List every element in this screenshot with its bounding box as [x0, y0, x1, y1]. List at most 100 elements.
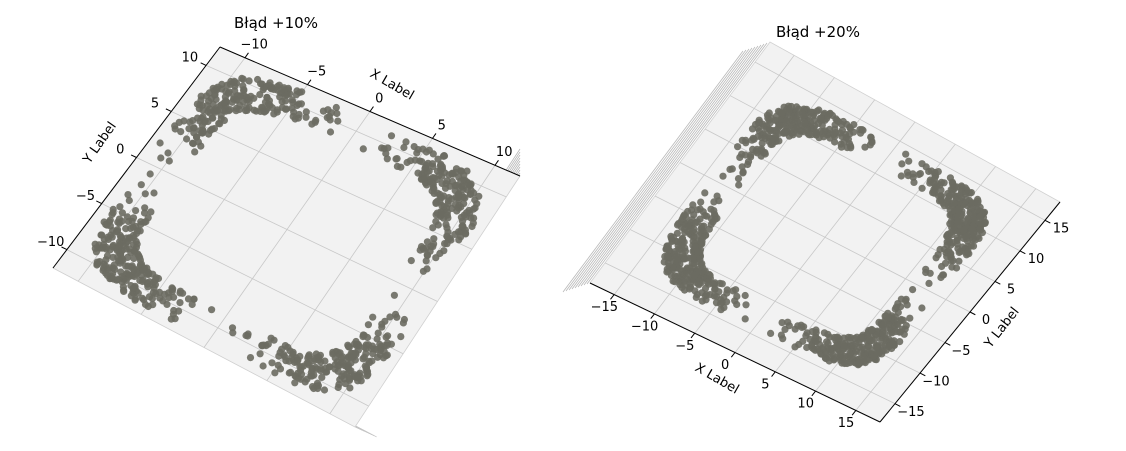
scatter-point: [768, 140, 777, 148]
scatter-point: [798, 110, 806, 118]
scatter-point: [303, 359, 311, 367]
scatter-point: [268, 104, 276, 112]
scatter-point: [963, 237, 972, 245]
scatter-point: [466, 181, 474, 189]
scatter-point: [177, 128, 185, 136]
scatter-point: [744, 160, 752, 169]
scatter-point: [141, 204, 149, 212]
scatter-point: [916, 170, 925, 178]
y-tick-label: 0: [116, 143, 124, 158]
scatter-point: [930, 179, 938, 187]
scatter-point: [422, 161, 430, 169]
scatter-point: [698, 226, 707, 234]
scatter-point: [898, 160, 906, 168]
scatter-point: [359, 331, 367, 339]
y-tick-mark: [200, 62, 207, 66]
scatter-point: [316, 351, 324, 359]
scatter-point: [897, 317, 905, 325]
scatter-point: [701, 284, 710, 292]
scatter-point: [696, 215, 704, 223]
x-tick-mark: [432, 133, 437, 139]
scatter-point: [150, 189, 158, 197]
scatter-point: [137, 260, 146, 268]
scatter-point: [461, 226, 469, 234]
scatter-point: [149, 301, 157, 309]
y-tick-label: −10: [37, 235, 64, 250]
scatter-point: [860, 357, 869, 365]
scatter-point: [362, 364, 371, 372]
scatter-point: [295, 110, 303, 119]
scatter-point: [209, 114, 217, 122]
scatter-point: [707, 220, 715, 229]
scatter-point: [336, 376, 344, 384]
scatter-point: [822, 354, 830, 363]
scatter-point: [283, 91, 291, 99]
x-tick-label: 15: [838, 416, 855, 431]
scatter-point: [289, 112, 297, 120]
scatter-point: [113, 227, 121, 235]
scatter-point: [690, 211, 698, 219]
pane-depth-line: [583, 43, 765, 286]
scatter-point: [263, 94, 271, 102]
scatter-point: [696, 205, 704, 213]
scatter-point: [766, 126, 774, 135]
scatter-point: [981, 219, 989, 227]
scatter-point: [422, 244, 430, 252]
scatter-point: [781, 325, 789, 333]
scatter-point: [885, 321, 893, 329]
scatter-point: [183, 135, 191, 143]
y-tick-label: −5: [76, 189, 95, 204]
x-tick-mark: [494, 160, 499, 166]
scatter-point: [702, 296, 710, 304]
scatter-point: [817, 114, 825, 122]
subplot-left: Błąd +10% X Label Y Label −10−50510−10−5…: [37, 14, 521, 438]
scatter-point: [191, 148, 199, 156]
scatter-point: [122, 225, 130, 233]
scatter-point: [122, 239, 130, 247]
scatter-point: [382, 333, 390, 341]
y-tick-mark: [130, 154, 137, 158]
y-tick-mark: [1044, 219, 1051, 224]
scatter-point: [430, 235, 438, 243]
scatter-point: [122, 276, 130, 284]
y-tick-label: 10: [1028, 252, 1045, 267]
scatter-point: [138, 277, 147, 286]
scatter-point: [352, 349, 360, 357]
scatter-series: [91, 74, 483, 394]
scatter-point: [170, 293, 178, 301]
scatter-point: [444, 200, 452, 208]
scatter-point: [757, 152, 765, 160]
x-tick-label: 10: [797, 397, 814, 412]
scatter-point: [861, 143, 869, 151]
scatter-point: [937, 178, 946, 186]
scatter-point: [660, 258, 668, 266]
scatter-point: [964, 215, 972, 224]
scatter-point: [149, 281, 157, 289]
scatter-point: [359, 145, 367, 153]
scatter-point: [176, 299, 184, 307]
scatter-point: [854, 359, 863, 367]
scatter-point: [866, 336, 874, 344]
scatter-point: [291, 379, 299, 387]
scatter-series: [660, 102, 989, 369]
scatter-point: [239, 75, 247, 83]
scatter-point: [317, 367, 325, 375]
scatter-point: [243, 106, 251, 114]
scatter-point: [832, 334, 841, 342]
scatter-point: [717, 306, 725, 314]
scatter-point: [125, 271, 133, 279]
scatter-point: [723, 289, 731, 297]
scatter-point: [302, 108, 310, 116]
scatter-point: [952, 264, 961, 272]
scatter-point: [690, 271, 699, 279]
scatter-point: [203, 102, 211, 110]
scatter-point: [217, 115, 225, 123]
scatter-point: [778, 319, 786, 327]
scatter-point: [443, 211, 451, 219]
scatter-point: [948, 231, 956, 239]
scatter-point: [399, 319, 407, 327]
scatter-point: [103, 271, 112, 280]
scatter-point: [932, 172, 940, 180]
scatter-point: [726, 165, 734, 173]
